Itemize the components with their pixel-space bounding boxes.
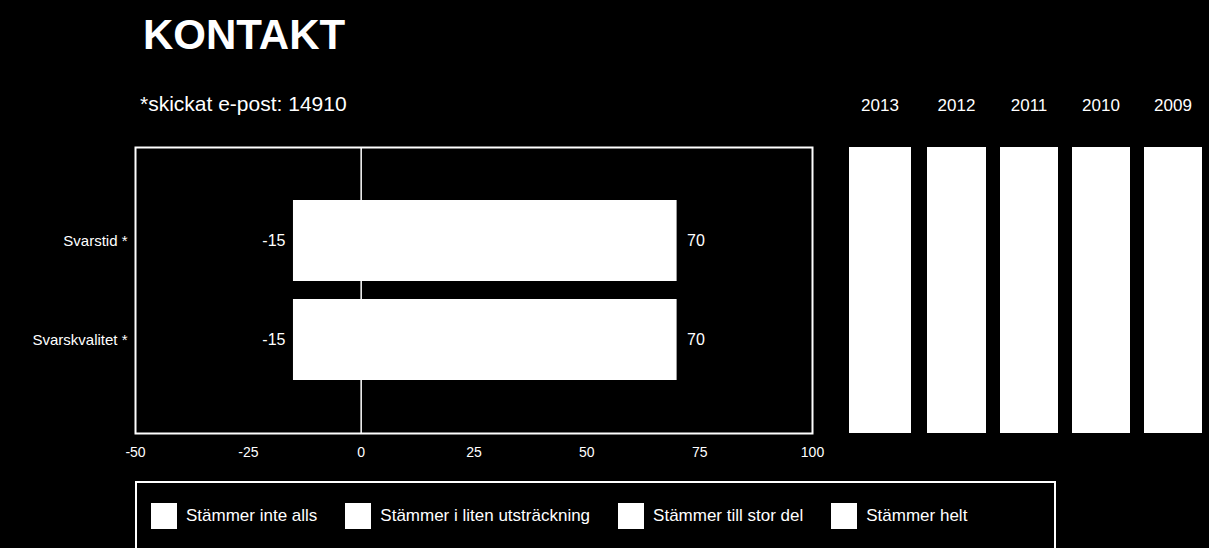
- svg-text:75: 75: [692, 444, 708, 460]
- svg-text:Svarstid *: Svarstid *: [63, 232, 127, 249]
- html-text:2011: 2011: [1010, 96, 1048, 115]
- svg-text:-25: -25: [238, 444, 258, 460]
- svg-text:70: 70: [687, 331, 705, 348]
- svg-text:50: 50: [579, 444, 595, 460]
- svg-text:-15: -15: [262, 331, 285, 348]
- html-text:Stämmer i liten utsträckning: Stämmer i liten utsträckning: [380, 506, 591, 525]
- svg-text:Svarskvalitet *: Svarskvalitet *: [32, 331, 127, 348]
- html-text:2013: 2013: [861, 96, 899, 115]
- html-text:2012: 2012: [937, 96, 976, 115]
- html-text:KONTAKT: KONTAKT: [143, 11, 346, 58]
- svg-text:100: 100: [801, 444, 825, 460]
- html-text:Stämmer inte alls: Stämmer inte alls: [186, 506, 318, 525]
- html-text:Stämmer till stor del: Stämmer till stor del: [653, 506, 804, 525]
- svg-text:25: 25: [466, 444, 482, 460]
- html-text:2009: 2009: [1154, 96, 1192, 115]
- html-text:Stämmer helt: Stämmer helt: [866, 506, 968, 525]
- html-text:*skickat e-post: 14910: *skickat e-post: 14910: [140, 92, 347, 115]
- svg-text:-50: -50: [125, 444, 145, 460]
- svg-text:70: 70: [687, 232, 705, 249]
- svg-text:0: 0: [357, 444, 365, 460]
- svg-text:-15: -15: [262, 232, 285, 249]
- html-text:2010: 2010: [1082, 96, 1120, 115]
